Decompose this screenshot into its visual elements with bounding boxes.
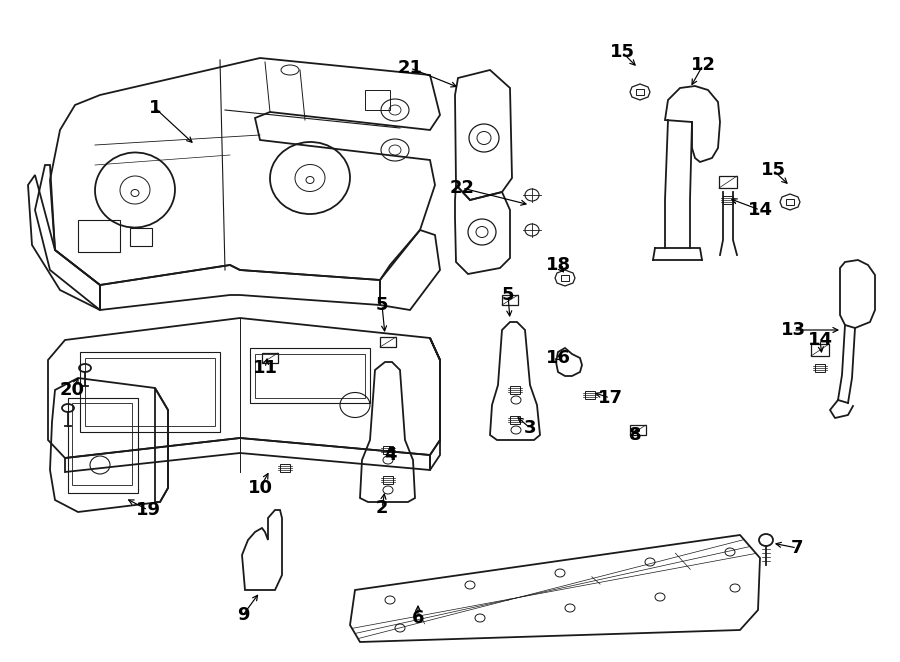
Bar: [380, 337, 396, 347]
Bar: [630, 425, 646, 435]
Text: 6: 6: [412, 609, 424, 627]
Bar: [365, 90, 390, 110]
Bar: [78, 220, 120, 252]
Text: 18: 18: [545, 256, 571, 274]
Bar: [68, 398, 138, 493]
Bar: [502, 295, 518, 305]
Text: 5: 5: [502, 286, 514, 304]
Bar: [383, 476, 393, 484]
Text: 15: 15: [760, 161, 786, 179]
Text: 8: 8: [629, 426, 642, 444]
Text: 16: 16: [545, 349, 571, 367]
Bar: [786, 199, 794, 205]
Text: 22: 22: [449, 179, 474, 197]
Text: 7: 7: [791, 539, 803, 557]
Text: 14: 14: [748, 201, 772, 219]
Bar: [255, 354, 365, 398]
Text: 12: 12: [690, 56, 716, 74]
Bar: [130, 228, 152, 246]
Text: 1: 1: [148, 99, 161, 117]
Text: 10: 10: [248, 479, 273, 497]
Bar: [815, 364, 825, 372]
Bar: [510, 416, 520, 424]
Bar: [719, 176, 737, 188]
Bar: [80, 352, 220, 432]
Bar: [723, 196, 733, 204]
Bar: [585, 391, 595, 399]
Text: 5: 5: [376, 296, 388, 314]
Bar: [383, 446, 393, 454]
Text: 11: 11: [253, 359, 277, 377]
Text: 15: 15: [609, 43, 634, 61]
Bar: [561, 275, 569, 281]
Bar: [811, 344, 829, 356]
Text: 9: 9: [237, 606, 249, 624]
Text: 17: 17: [598, 389, 623, 407]
Text: 13: 13: [780, 321, 806, 339]
Bar: [280, 464, 290, 472]
Text: 2: 2: [376, 499, 388, 517]
Text: 4: 4: [383, 446, 396, 464]
Bar: [510, 386, 520, 394]
Text: 14: 14: [807, 331, 833, 349]
Bar: [636, 89, 644, 95]
Bar: [72, 403, 132, 485]
Bar: [85, 358, 215, 426]
Text: 20: 20: [59, 381, 85, 399]
Bar: [262, 353, 278, 363]
Bar: [250, 348, 370, 403]
Text: 3: 3: [524, 419, 536, 437]
Text: 19: 19: [136, 501, 160, 519]
Text: 21: 21: [398, 59, 422, 77]
